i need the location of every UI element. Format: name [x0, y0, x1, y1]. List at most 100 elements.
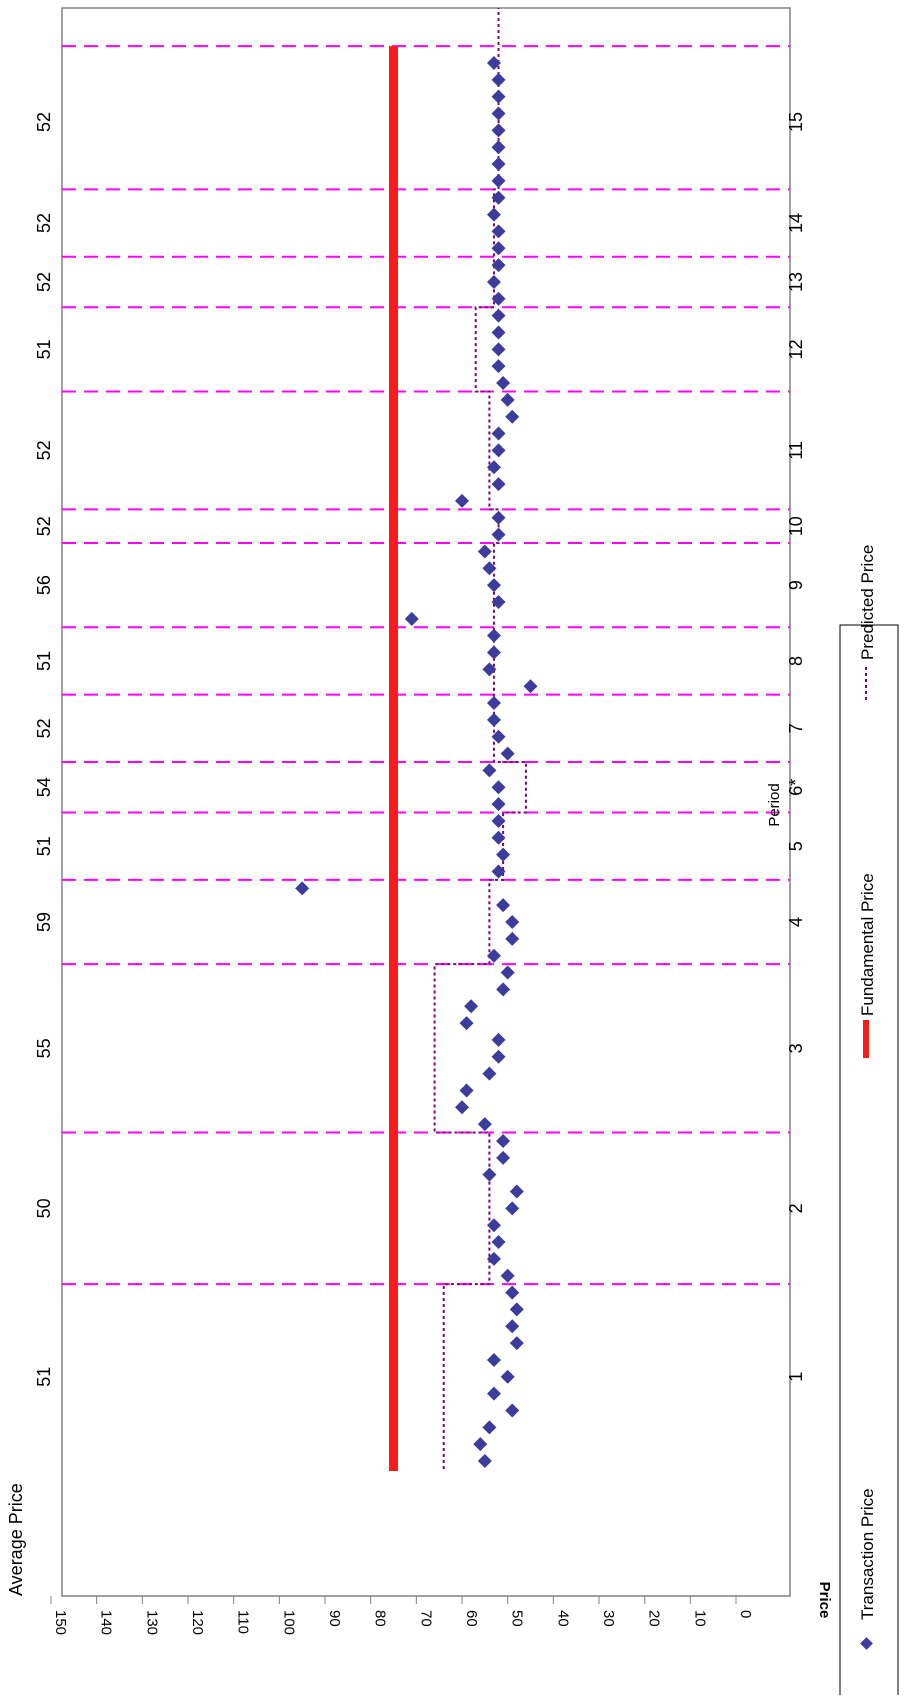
transaction-point — [505, 409, 520, 424]
transaction-point — [491, 342, 506, 357]
period-label: 15 — [786, 112, 806, 132]
transaction-point — [491, 173, 506, 188]
transaction-point — [486, 948, 501, 963]
transaction-point — [491, 140, 506, 155]
transaction-point — [491, 123, 506, 138]
average-price-label: 54 — [34, 777, 54, 797]
transaction-point — [496, 1150, 511, 1165]
transaction-point — [505, 1285, 520, 1300]
average-price-label: 56 — [34, 575, 54, 595]
transaction-point — [491, 89, 506, 104]
period-label: 9 — [786, 580, 806, 590]
legend: Transaction Price Fundamental Price Pred… — [839, 545, 899, 1700]
period-label: 2 — [786, 1203, 806, 1213]
transaction-point — [482, 1420, 497, 1435]
transaction-point — [482, 561, 497, 576]
price-tick-label: 70 — [417, 1610, 434, 1627]
transaction-point — [404, 611, 419, 626]
transaction-point — [491, 729, 506, 744]
transaction-point — [486, 578, 501, 593]
legend-fundamental-label: Fundamental Price — [858, 873, 877, 1016]
transaction-point — [486, 460, 501, 475]
transaction-point — [486, 712, 501, 727]
period-dividers — [62, 45, 790, 1286]
price-tick-label: 30 — [600, 1610, 617, 1627]
transaction-point — [477, 1454, 492, 1468]
transaction-point — [491, 241, 506, 256]
transaction-point — [486, 628, 501, 643]
period-label: 7 — [786, 723, 806, 733]
price-tick-label: 150 — [52, 1610, 69, 1635]
transaction-point — [482, 1066, 497, 1081]
price-tick-label: 0 — [737, 1610, 754, 1618]
average-price-label: 51 — [34, 339, 54, 359]
transaction-point — [486, 1386, 501, 1401]
transaction-point — [505, 1201, 520, 1216]
transaction-point — [491, 780, 506, 795]
transaction-point — [477, 1117, 492, 1132]
legend-transaction-label: Transaction Price — [858, 1488, 877, 1620]
transaction-point — [509, 1336, 524, 1351]
transaction-point — [491, 106, 506, 121]
period-label: 1 — [786, 1372, 806, 1382]
period-label: 14 — [786, 213, 806, 233]
transaction-point — [491, 797, 506, 812]
average-price-label: 59 — [34, 912, 54, 932]
price-tick-label: 60 — [463, 1610, 480, 1627]
price-tick-label: 120 — [189, 1610, 206, 1635]
average-price-label: 52 — [34, 213, 54, 233]
transaction-point — [491, 813, 506, 828]
transaction-point — [500, 746, 515, 761]
transaction-point — [473, 1437, 488, 1452]
period-label: 8 — [786, 656, 806, 666]
transaction-point — [486, 1218, 501, 1233]
average-price-header: Average Price — [6, 1483, 26, 1596]
transaction-point — [491, 510, 506, 525]
price-tick-label: 130 — [143, 1610, 160, 1635]
transaction-point — [496, 1133, 511, 1148]
average-price-label: 52 — [34, 718, 54, 738]
average-price-label: 51 — [34, 1367, 54, 1387]
average-price-label: 52 — [34, 272, 54, 292]
transaction-point — [491, 443, 506, 458]
transaction-point — [477, 544, 492, 559]
predicted-price-line — [433, 8, 527, 1469]
transaction-point — [482, 662, 497, 677]
period-label: 10 — [786, 516, 806, 536]
average-price-label: 52 — [34, 440, 54, 460]
period-label: 3 — [786, 1043, 806, 1053]
transaction-point — [496, 847, 511, 862]
transaction-point — [491, 426, 506, 441]
price-tick-label: 20 — [646, 1610, 663, 1627]
transaction-point — [491, 325, 506, 340]
legend-box — [839, 624, 899, 1700]
transaction-point — [496, 898, 511, 913]
transaction-point — [505, 1403, 520, 1418]
price-tick-label: 40 — [554, 1610, 571, 1627]
average-price-labels: 51 50 55 59 51 54 52 51 56 52 52 51 52 52 52 — [34, 112, 54, 1387]
transaction-point — [464, 999, 479, 1014]
transaction-point — [491, 224, 506, 239]
transaction-point — [486, 645, 501, 660]
price-tick-label: 110 — [235, 1610, 252, 1634]
transaction-point — [491, 594, 506, 609]
transaction-point — [505, 931, 520, 946]
period-label: 4 — [786, 917, 806, 927]
transaction-point — [459, 1016, 474, 1031]
period-label: 11 — [786, 441, 806, 460]
transaction-point — [500, 1268, 515, 1283]
transaction-point — [491, 157, 506, 172]
transaction-point — [486, 1352, 501, 1367]
transaction-point — [491, 190, 506, 205]
transaction-point — [509, 1302, 524, 1317]
transaction-point — [491, 527, 506, 542]
transaction-point — [523, 679, 538, 694]
price-tick-label: 10 — [691, 1610, 708, 1627]
transaction-point — [505, 1319, 520, 1334]
transaction-point — [500, 965, 515, 980]
transaction-point — [491, 1049, 506, 1064]
average-price-label: 50 — [34, 1198, 54, 1218]
transaction-point — [496, 982, 511, 997]
transaction-point — [455, 493, 469, 508]
